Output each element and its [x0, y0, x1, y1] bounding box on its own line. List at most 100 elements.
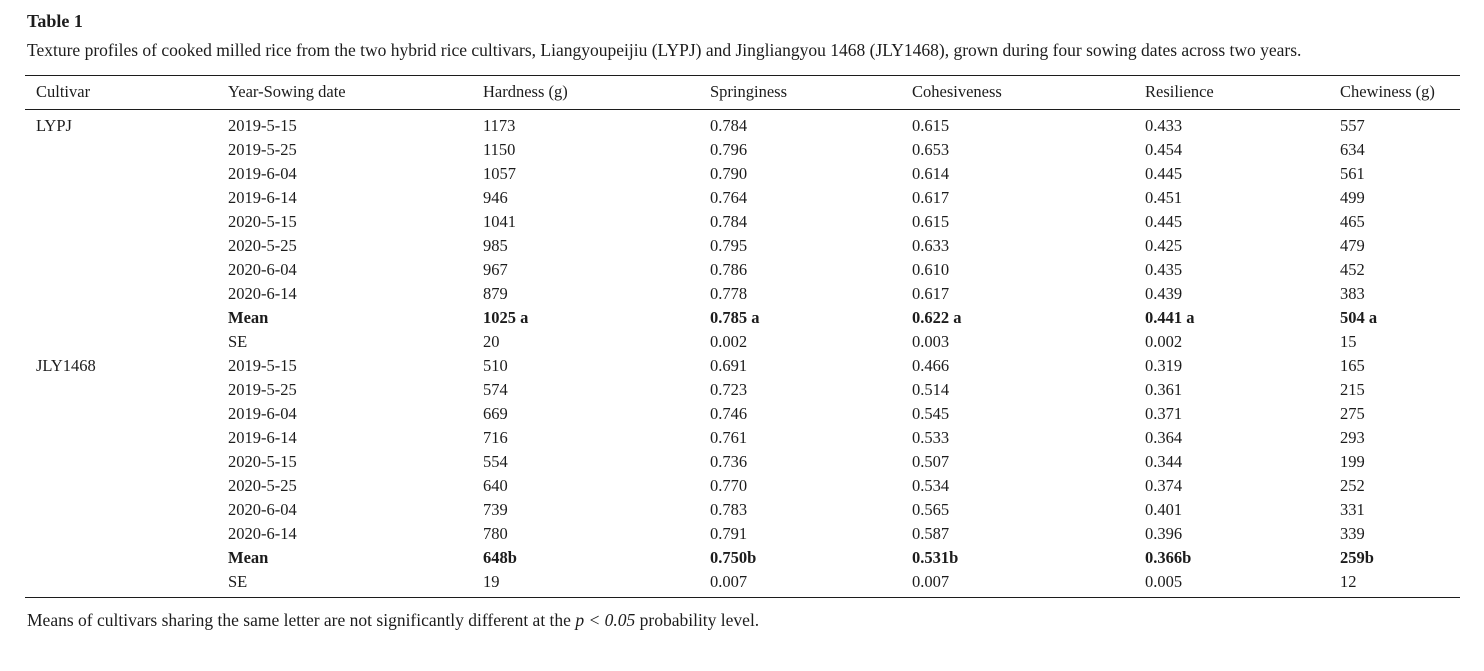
- table-row: 2020-6-04 967 0.786 0.610 0.435 452: [25, 258, 1460, 282]
- cell-springiness: 0.790: [710, 164, 748, 183]
- cell-date: 2020-5-15: [228, 452, 297, 471]
- cell-cultivar: LYPJ: [36, 116, 72, 135]
- cell-hardness: 20: [483, 332, 500, 351]
- column-header: Chewiness (g): [1329, 75, 1460, 110]
- cell-resilience: 0.361: [1145, 380, 1183, 399]
- cell-cultivar: [25, 210, 217, 234]
- cell-cohesiveness: 0.610: [912, 260, 950, 279]
- cell-resilience: 0.344: [1145, 452, 1183, 471]
- footnote-text-pre: Means of cultivars sharing the same lett…: [27, 610, 576, 630]
- cell-cohesiveness: 0.533: [912, 428, 950, 447]
- cell-cultivar: [25, 162, 217, 186]
- cell-date: 2019-6-04: [228, 404, 297, 423]
- cell-hardness: 879: [483, 284, 508, 303]
- cell-springiness: 0.795: [710, 236, 748, 255]
- cell-resilience: 0.445: [1145, 164, 1183, 183]
- table-row: LYPJ 2019-5-15 1173 0.784 0.615 0.433 557: [25, 110, 1460, 139]
- cell-chewiness: 499: [1340, 188, 1365, 207]
- cell-springiness: 0.796: [710, 140, 748, 159]
- cell-date: Mean: [228, 308, 269, 327]
- cell-date: 2020-5-25: [228, 476, 297, 495]
- cell-cultivar: [25, 474, 217, 498]
- cell-date: 2020-6-04: [228, 260, 297, 279]
- cell-date: Mean: [228, 548, 269, 567]
- cell-resilience: 0.433: [1145, 116, 1183, 135]
- cell-resilience: 0.454: [1145, 140, 1183, 159]
- cell-chewiness: 479: [1340, 236, 1365, 255]
- cell-resilience: 0.396: [1145, 524, 1183, 543]
- cell-chewiness: 199: [1340, 452, 1365, 471]
- cell-date: SE: [228, 572, 248, 591]
- cell-cohesiveness: 0.007: [912, 572, 950, 591]
- cell-springiness: 0.736: [710, 452, 748, 471]
- cell-springiness: 0.783: [710, 500, 748, 519]
- cell-chewiness: 504 a: [1340, 308, 1378, 327]
- table-row: 2020-6-14 879 0.778 0.617 0.439 383: [25, 282, 1460, 306]
- cell-chewiness: 557: [1340, 116, 1365, 135]
- cell-chewiness: 634: [1340, 140, 1365, 159]
- cell-date: 2020-6-14: [228, 524, 297, 543]
- cell-cultivar: [25, 498, 217, 522]
- cell-chewiness: 561: [1340, 164, 1365, 183]
- cell-springiness: 0.746: [710, 404, 748, 423]
- cell-resilience: 0.451: [1145, 188, 1183, 207]
- cell-springiness: 0.770: [710, 476, 748, 495]
- cell-chewiness: 383: [1340, 284, 1365, 303]
- cell-chewiness: 215: [1340, 380, 1365, 399]
- table-row: 2020-5-15 554 0.736 0.507 0.344 199: [25, 450, 1460, 474]
- cell-hardness: 967: [483, 260, 508, 279]
- column-header: Cohesiveness: [901, 75, 1134, 110]
- cell-chewiness: 465: [1340, 212, 1365, 231]
- cell-hardness: 1057: [483, 164, 516, 183]
- cell-hardness: 946: [483, 188, 508, 207]
- cell-cohesiveness: 0.466: [912, 356, 950, 375]
- column-header: Year-Sowing date: [217, 75, 472, 110]
- table-row: 2019-5-25 1150 0.796 0.653 0.454 634: [25, 138, 1460, 162]
- cell-hardness: 739: [483, 500, 508, 519]
- cell-cultivar: [25, 258, 217, 282]
- cell-springiness: 0.750b: [710, 548, 757, 567]
- cell-cohesiveness: 0.614: [912, 164, 950, 183]
- cell-date: 2020-5-25: [228, 236, 297, 255]
- cell-hardness: 716: [483, 428, 508, 447]
- cell-cohesiveness: 0.633: [912, 236, 950, 255]
- cell-resilience: 0.366b: [1145, 548, 1192, 567]
- cell-resilience: 0.441 a: [1145, 308, 1195, 327]
- table-row: 2019-6-14 716 0.761 0.533 0.364 293: [25, 426, 1460, 450]
- cell-date: 2019-6-14: [228, 188, 297, 207]
- table-row: 2019-6-14 946 0.764 0.617 0.451 499: [25, 186, 1460, 210]
- cell-cultivar: [25, 378, 217, 402]
- cell-cohesiveness: 0.615: [912, 212, 950, 231]
- cell-chewiness: 452: [1340, 260, 1365, 279]
- footnote-p-value: p < 0.05: [575, 610, 636, 630]
- cell-date: SE: [228, 332, 248, 351]
- cell-cultivar: [25, 138, 217, 162]
- cell-cohesiveness: 0.617: [912, 284, 950, 303]
- cell-cultivar: [25, 570, 217, 598]
- table-header-row: Cultivar Year-Sowing date Hardness (g) Spri…: [25, 75, 1460, 110]
- cell-cohesiveness: 0.617: [912, 188, 950, 207]
- cell-cultivar: [25, 282, 217, 306]
- cell-hardness: 510: [483, 356, 508, 375]
- column-header: Cultivar: [25, 75, 217, 110]
- cell-resilience: 0.371: [1145, 404, 1183, 423]
- table-row: SE 19 0.007 0.007 0.005 12: [25, 570, 1460, 598]
- table-row: 2020-6-14 780 0.791 0.587 0.396 339: [25, 522, 1460, 546]
- table-row: 2020-5-25 985 0.795 0.633 0.425 479: [25, 234, 1460, 258]
- cell-cultivar: [25, 450, 217, 474]
- cell-date: 2020-6-04: [228, 500, 297, 519]
- cell-resilience: 0.374: [1145, 476, 1183, 495]
- cell-resilience: 0.364: [1145, 428, 1183, 447]
- cell-cultivar: JLY1468: [36, 356, 96, 375]
- cell-cohesiveness: 0.587: [912, 524, 950, 543]
- table-row: JLY1468 2019-5-15 510 0.691 0.466 0.319 165: [25, 354, 1460, 378]
- cell-cultivar: [25, 306, 217, 330]
- cell-cohesiveness: 0.615: [912, 116, 950, 135]
- cell-hardness: 554: [483, 452, 508, 471]
- cell-hardness: 648b: [483, 548, 517, 567]
- cell-hardness: 1041: [483, 212, 516, 231]
- cell-springiness: 0.002: [710, 332, 748, 351]
- cell-cultivar: [25, 330, 217, 354]
- cell-cohesiveness: 0.622 a: [912, 308, 962, 327]
- column-header: Resilience: [1134, 75, 1329, 110]
